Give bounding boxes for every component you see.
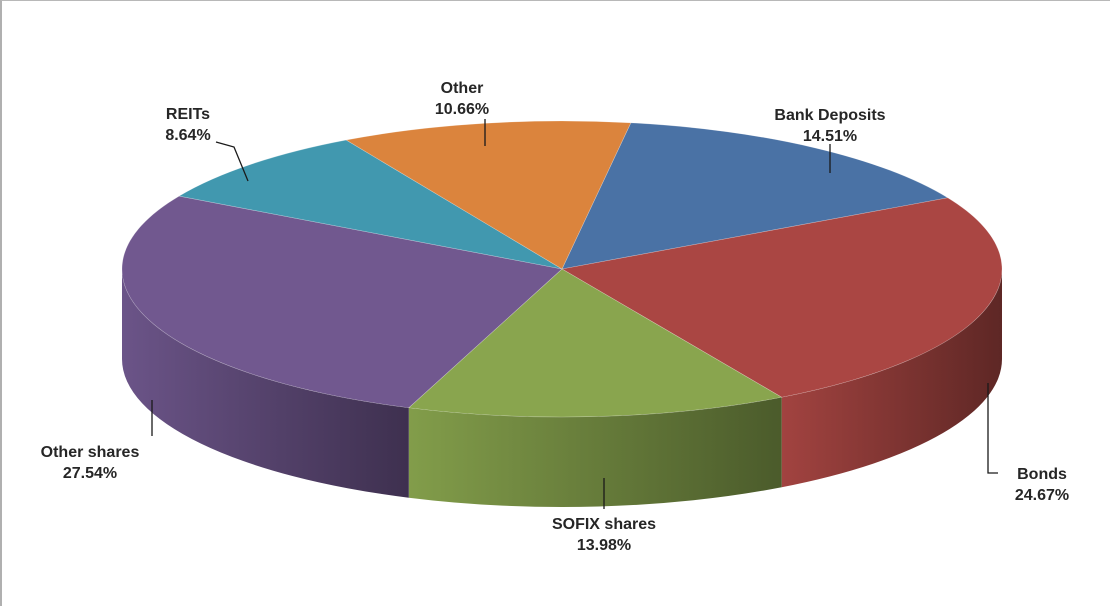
pie-side-bonds: [781, 269, 1002, 488]
slice-label-sofix-shares: SOFIX shares: [552, 516, 656, 533]
slice-value-other: 10.66%: [435, 101, 489, 118]
slice-label-bonds: Bonds: [1017, 466, 1067, 483]
slice-label-bank-deposits: Bank Deposits: [774, 107, 885, 124]
pie-top-faces: [121, 120, 1003, 418]
slice-value-bonds: 24.67%: [1015, 487, 1069, 504]
pie-slice-sofix-shares: [408, 268, 783, 418]
leader-line-reits: [215, 141, 249, 182]
slice-value-bank-deposits: 14.51%: [803, 128, 857, 145]
pie-slice-bank-deposits: [561, 122, 949, 270]
data-labels: Bank Deposits 14.51% Bonds 24.67% SOFIX shar…: [41, 80, 1069, 554]
label-leader-lines: [151, 119, 998, 509]
slice-value-reits: 8.64%: [165, 127, 210, 144]
slice-label-reits: REITs: [166, 106, 210, 123]
slice-label-other: Other: [441, 80, 484, 97]
pie-slice-bonds: [561, 197, 1003, 398]
slice-label-other-shares: Other shares: [41, 444, 140, 461]
leader-line-bonds: [987, 383, 998, 474]
pie-side-walls: [122, 269, 1002, 507]
pie-slice-other-shares: [121, 195, 563, 409]
pie-side-other-shares: [122, 269, 409, 498]
slice-value-other-shares: 27.54%: [63, 465, 117, 482]
slice-value-sofix-shares: 13.98%: [577, 537, 631, 554]
pie-slice-reits: [178, 139, 563, 270]
pie-slice-other: [345, 120, 632, 270]
pie-side-sofix-shares: [408, 397, 782, 507]
